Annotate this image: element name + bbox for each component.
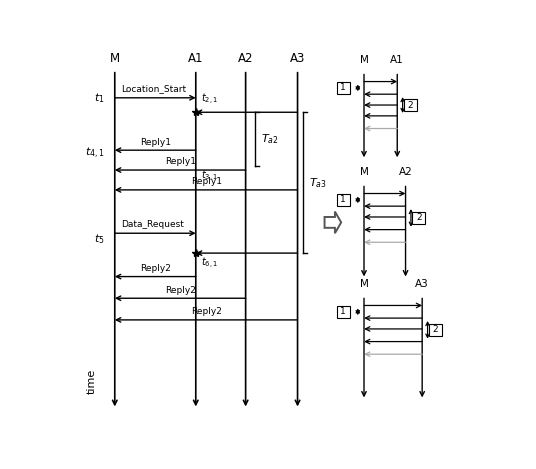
Text: A3: A3: [415, 279, 429, 289]
Text: Reply1: Reply1: [191, 177, 222, 186]
Text: $t_{3,1}$: $t_{3,1}$: [201, 169, 218, 184]
Text: M: M: [360, 167, 368, 177]
Text: M: M: [360, 279, 368, 289]
Text: $t_5$: $t_5$: [94, 232, 105, 246]
Text: Reply2: Reply2: [165, 286, 196, 295]
Text: M: M: [360, 55, 368, 65]
FancyBboxPatch shape: [337, 306, 350, 318]
Text: A2: A2: [399, 167, 412, 177]
FancyBboxPatch shape: [412, 212, 426, 224]
Polygon shape: [325, 212, 341, 233]
Text: 2: 2: [433, 325, 438, 334]
Text: A1: A1: [188, 53, 204, 65]
Text: A3: A3: [290, 53, 305, 65]
Text: Reply1: Reply1: [140, 137, 171, 147]
Text: 1: 1: [340, 307, 346, 316]
Text: A1: A1: [390, 55, 404, 65]
Text: 1: 1: [340, 195, 346, 204]
Text: $T_{a3}$: $T_{a3}$: [309, 176, 327, 189]
Text: Data_Request: Data_Request: [121, 220, 184, 229]
Text: 2: 2: [408, 100, 413, 110]
FancyBboxPatch shape: [404, 99, 417, 111]
Text: $t_{2,1}$: $t_{2,1}$: [201, 92, 218, 107]
FancyBboxPatch shape: [337, 194, 350, 206]
Text: time: time: [87, 369, 97, 394]
Text: $t_1$: $t_1$: [94, 91, 105, 105]
FancyBboxPatch shape: [429, 324, 442, 336]
Text: $t_{6,1}$: $t_{6,1}$: [201, 256, 218, 271]
Text: $T_{a2}$: $T_{a2}$: [262, 132, 279, 146]
Text: A2: A2: [238, 53, 254, 65]
Text: M: M: [110, 53, 120, 65]
Text: Reply1: Reply1: [165, 158, 196, 166]
Text: 2: 2: [416, 213, 422, 222]
Text: Reply2: Reply2: [191, 307, 221, 316]
Text: 1: 1: [340, 83, 346, 92]
Text: Location_Start: Location_Start: [121, 84, 186, 93]
FancyBboxPatch shape: [337, 82, 350, 94]
Text: $t_{4,1}$: $t_{4,1}$: [85, 146, 105, 161]
Text: Reply2: Reply2: [140, 264, 170, 273]
